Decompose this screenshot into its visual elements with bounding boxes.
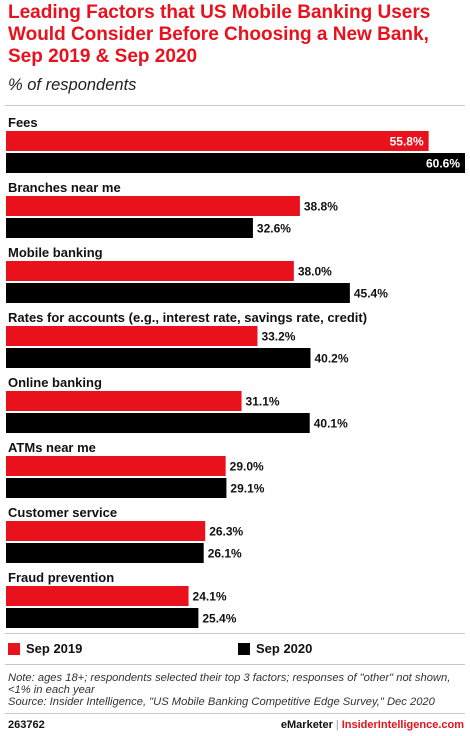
bar-sep-2020 [6, 543, 204, 563]
value-label: 33.2% [261, 330, 295, 344]
note-divider [5, 664, 465, 665]
footer-divider [5, 713, 465, 714]
legend-item-sep-2019: Sep 2019 [8, 641, 82, 656]
bar-sep-2020 [6, 218, 253, 238]
legend-item-sep-2020: Sep 2020 [238, 641, 312, 656]
site-link[interactable]: InsiderIntelligence.com [341, 719, 464, 731]
chart-title: Leading Factors that US Mobile Banking U… [8, 2, 431, 67]
value-label: 40.2% [314, 352, 348, 366]
chart-subtitle: % of respondents [8, 76, 137, 94]
bar-sep-2019 [6, 521, 206, 541]
value-label: 26.3% [209, 525, 243, 539]
value-label: 26.1% [208, 547, 242, 561]
bar-sep-2020 [6, 478, 227, 498]
top-divider [5, 105, 465, 106]
bar-sep-2019 [6, 261, 294, 281]
value-label: 60.6% [426, 157, 460, 171]
bar-sep-2020 [6, 413, 310, 433]
legend-divider [5, 633, 465, 634]
bar-sep-2019 [6, 131, 429, 151]
footer-branding: eMarketer | InsiderIntelligence.com [281, 719, 464, 731]
legend-label-sep-2020: Sep 2020 [256, 641, 313, 656]
category-label: Customer service [8, 505, 117, 520]
legend-label-sep-2019: Sep 2019 [26, 641, 83, 656]
bar-sep-2019 [6, 586, 189, 606]
value-label: 45.4% [354, 287, 388, 301]
category-label: Mobile banking [8, 245, 103, 260]
chart-id: 263762 [8, 719, 45, 731]
category-label: Online banking [8, 375, 102, 390]
category-label: ATMs near me [8, 440, 96, 455]
brand-name: eMarketer [280, 719, 333, 731]
bar-sep-2019 [6, 456, 226, 476]
category-label: Fraud prevention [8, 570, 114, 585]
bar-sep-2020 [6, 153, 465, 173]
value-label: 55.8% [390, 135, 424, 149]
footnote-source: Source: Insider Intelligence, "US Mobile… [8, 696, 435, 708]
category-label: Fees [8, 115, 38, 130]
bar-sep-2020 [6, 283, 350, 303]
footnote: Note: ages 18+; respondents selected the… [8, 672, 464, 708]
category-label: Rates for accounts (e.g., interest rate,… [8, 310, 367, 325]
value-label: 29.0% [230, 460, 264, 474]
bar-sep-2020 [6, 348, 311, 368]
value-label: 32.6% [257, 222, 291, 236]
bar-chart: Fees 55.8%60.6% Branches near me 38.8% 32.6%… [6, 115, 465, 628]
value-label: 24.1% [193, 590, 227, 604]
bar-sep-2019 [6, 196, 300, 216]
footer-separator: | [335, 719, 339, 731]
value-label: 40.1% [314, 417, 348, 431]
value-label: 31.1% [246, 395, 280, 409]
bar-sep-2019 [6, 326, 258, 346]
value-label: 25.4% [202, 612, 236, 626]
legend-swatch-sep-2020 [238, 642, 250, 655]
value-label: 38.0% [298, 265, 332, 279]
footnote-note: Note: ages 18+; respondents selected the… [8, 672, 451, 696]
value-label: 38.8% [304, 200, 338, 214]
legend-swatch-sep-2019 [8, 642, 20, 655]
value-label: 29.1% [230, 482, 264, 496]
bar-sep-2019 [6, 391, 242, 411]
category-label: Branches near me [8, 180, 121, 195]
bar-sep-2020 [6, 608, 199, 628]
